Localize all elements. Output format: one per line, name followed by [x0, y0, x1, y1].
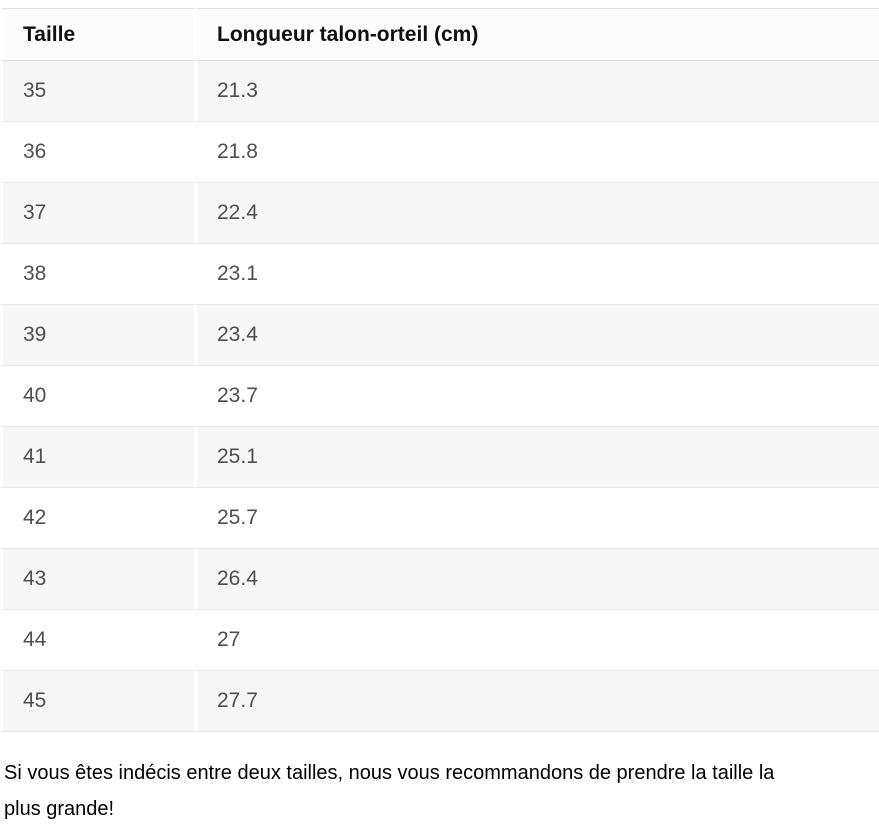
length-cell: 27.7: [194, 671, 879, 732]
table-row: 43 26.4: [0, 549, 879, 610]
table-row: 39 23.4: [0, 305, 879, 366]
table-row: 41 25.1: [0, 427, 879, 488]
size-cell: 44: [0, 610, 194, 671]
length-cell: 23.1: [194, 244, 879, 305]
length-cell: 25.1: [194, 427, 879, 488]
size-cell: 42: [0, 488, 194, 549]
size-cell: 38: [0, 244, 194, 305]
size-cell: 39: [0, 305, 194, 366]
length-cell: 25.7: [194, 488, 879, 549]
size-cell: 43: [0, 549, 194, 610]
table-row: 42 25.7: [0, 488, 879, 549]
size-cell: 37: [0, 183, 194, 244]
table-row: 45 27.7: [0, 671, 879, 732]
length-cell: 23.7: [194, 366, 879, 427]
length-cell: 26.4: [194, 549, 879, 610]
table-header-row: Taille Longueur talon-orteil (cm): [0, 8, 879, 61]
length-cell: 21.8: [194, 122, 879, 183]
length-cell: 21.3: [194, 61, 879, 122]
size-cell: 36: [0, 122, 194, 183]
table-row: 40 23.7: [0, 366, 879, 427]
note-line-1: Si vous êtes indécis entre deux tailles,…: [4, 762, 775, 784]
table-row: 37 22.4: [0, 183, 879, 244]
table-row: 44 27: [0, 610, 879, 671]
size-cell: 35: [0, 61, 194, 122]
length-cell: 27: [194, 610, 879, 671]
length-cell: 23.4: [194, 305, 879, 366]
table-row: 38 23.1: [0, 244, 879, 305]
table-row: 35 21.3: [0, 61, 879, 122]
column-header-taille: Taille: [0, 8, 194, 61]
size-table-head: Taille Longueur talon-orteil (cm): [0, 8, 879, 61]
size-cell: 45: [0, 671, 194, 732]
note-line-2: plus grande!: [4, 798, 115, 820]
size-advice-note: Si vous êtes indécis entre deux tailles,…: [0, 755, 879, 827]
size-cell: 40: [0, 366, 194, 427]
table-row: 36 21.8: [0, 122, 879, 183]
size-table: Taille Longueur talon-orteil (cm) 35 21.…: [0, 8, 879, 732]
column-header-longueur: Longueur talon-orteil (cm): [194, 8, 879, 61]
size-table-body: 35 21.3 36 21.8 37 22.4 38 23.1 39 23.4 …: [0, 61, 879, 732]
length-cell: 22.4: [194, 183, 879, 244]
size-cell: 41: [0, 427, 194, 488]
